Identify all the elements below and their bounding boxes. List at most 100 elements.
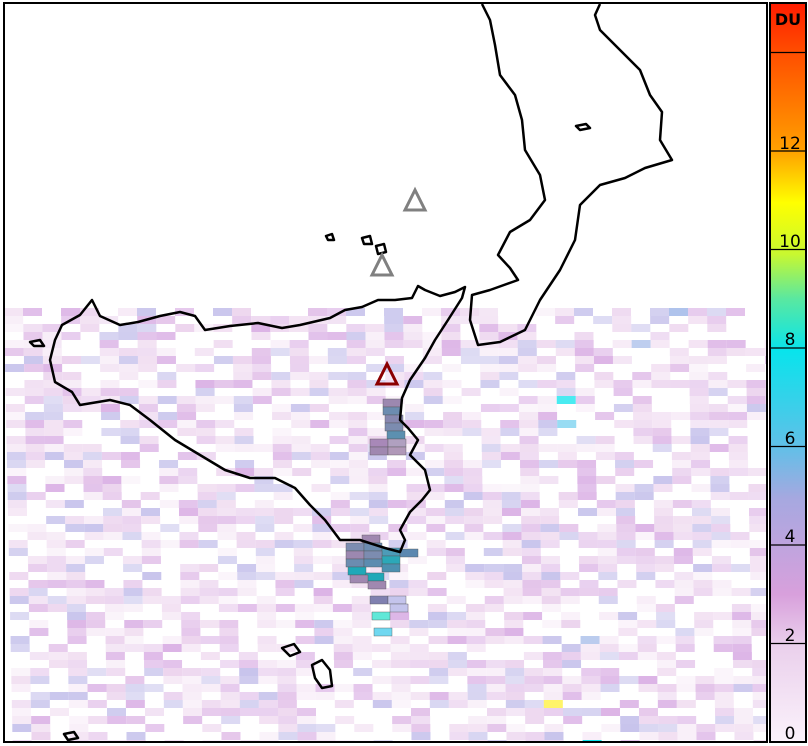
so2-pixel xyxy=(197,492,217,500)
so2-pixel xyxy=(631,340,651,348)
so2-pixel xyxy=(574,348,594,356)
so2-pixel xyxy=(346,348,366,356)
so2-pixel xyxy=(577,484,597,492)
so2-pixel xyxy=(272,436,292,444)
so2-pixel xyxy=(144,668,164,676)
so2-pixel xyxy=(11,676,31,684)
so2-pixel xyxy=(692,532,712,540)
so2-pixel xyxy=(201,676,221,684)
so2-pixel xyxy=(177,452,197,460)
so2-pixel xyxy=(271,404,291,412)
so2-pixel xyxy=(582,732,602,740)
so2-pixel xyxy=(424,428,444,436)
so2-pixel xyxy=(23,348,43,356)
so2-pixel xyxy=(312,508,331,516)
so2-pixel xyxy=(390,644,410,652)
so2-pixel xyxy=(237,572,257,580)
so2-pixel xyxy=(105,644,125,652)
so2-pixel xyxy=(523,652,543,660)
so2-pixel xyxy=(276,644,296,652)
island-ustica-like xyxy=(28,338,46,348)
so2-pixel xyxy=(43,380,63,388)
so2-pixel xyxy=(732,612,752,620)
so2-pixel xyxy=(405,444,425,452)
so2-pixel xyxy=(198,540,218,548)
so2-pixel xyxy=(657,684,677,692)
so2-pixel xyxy=(499,372,519,380)
so2-pixel xyxy=(690,452,710,460)
so2-pixel xyxy=(579,580,599,588)
so2-pixel xyxy=(258,700,278,708)
so2-pixel xyxy=(598,596,618,604)
so2-pixel xyxy=(372,692,392,700)
so2-pixel xyxy=(634,492,654,500)
so2-pixel xyxy=(540,540,560,548)
so2-pixel xyxy=(235,484,255,492)
so2-pixel xyxy=(581,692,601,700)
so2-pixel xyxy=(66,580,86,588)
so2-pixel xyxy=(672,500,692,508)
so2-pixel xyxy=(351,596,371,604)
so2-pixel xyxy=(517,348,537,356)
so2-pixel xyxy=(272,412,292,420)
so2-pixel xyxy=(749,508,767,516)
so2-pixel xyxy=(486,676,506,684)
so2-pixel xyxy=(466,612,486,620)
so2-pixel xyxy=(690,428,710,436)
so2-pixel xyxy=(257,636,277,644)
so2-pixel xyxy=(578,532,598,540)
so2-pixel xyxy=(372,676,392,684)
so2-pixel xyxy=(463,492,483,500)
so2-pixel xyxy=(159,500,179,508)
so2-pixel xyxy=(409,620,429,628)
so2-pixel xyxy=(689,388,709,396)
so2-pixel xyxy=(332,572,352,580)
so2-pixel xyxy=(123,596,143,604)
so2-pixel xyxy=(632,372,652,380)
so2-pixel xyxy=(309,404,329,412)
so2-pixel xyxy=(752,700,767,708)
so2-pixel xyxy=(636,564,656,572)
so2-pixel xyxy=(215,436,235,444)
so2-pixel xyxy=(707,356,727,364)
so2-pixel xyxy=(556,396,576,404)
so2-pixel xyxy=(9,596,29,604)
so2-pixel xyxy=(502,532,522,540)
so2-pixel xyxy=(407,516,427,524)
so2-plume-pixel xyxy=(384,422,404,432)
so2-pixel xyxy=(199,588,219,596)
so2-pixel xyxy=(251,356,271,364)
so2-pixel xyxy=(751,620,767,628)
so2-pixel xyxy=(441,324,461,332)
so2-pixel xyxy=(712,564,732,572)
so2-pixel xyxy=(350,508,369,516)
so2-pixel xyxy=(352,644,372,652)
so2-pixel xyxy=(80,356,100,364)
so2-pixel xyxy=(251,324,271,332)
so2-pixel xyxy=(651,372,671,380)
so2-pixel xyxy=(726,348,746,356)
so2-pixel xyxy=(104,604,124,612)
so2-pixel xyxy=(289,324,309,332)
so2-pixel xyxy=(733,684,753,692)
so2-pixel xyxy=(753,716,767,724)
so2-pixel xyxy=(123,564,143,572)
so2-pixel xyxy=(177,420,197,428)
so2-plume-pixel xyxy=(387,446,407,456)
so2-pixel xyxy=(634,484,654,492)
so2-pixel xyxy=(599,636,619,644)
so2-pixel xyxy=(748,492,767,500)
so2-pixel xyxy=(370,588,390,596)
so2-pixel xyxy=(654,556,674,564)
so2-pixel xyxy=(334,660,354,668)
so2-pixel xyxy=(138,364,158,372)
island-lipari xyxy=(360,234,374,246)
so2-pixel xyxy=(106,692,126,700)
so2-pixel xyxy=(597,532,617,540)
so2-pixel xyxy=(290,372,310,380)
so2-pixel xyxy=(106,684,126,692)
so2-pixel xyxy=(425,484,445,492)
so2-pixel xyxy=(29,620,49,628)
so2-pixel xyxy=(693,572,713,580)
colorbar-tick-8: 8 xyxy=(785,330,796,350)
